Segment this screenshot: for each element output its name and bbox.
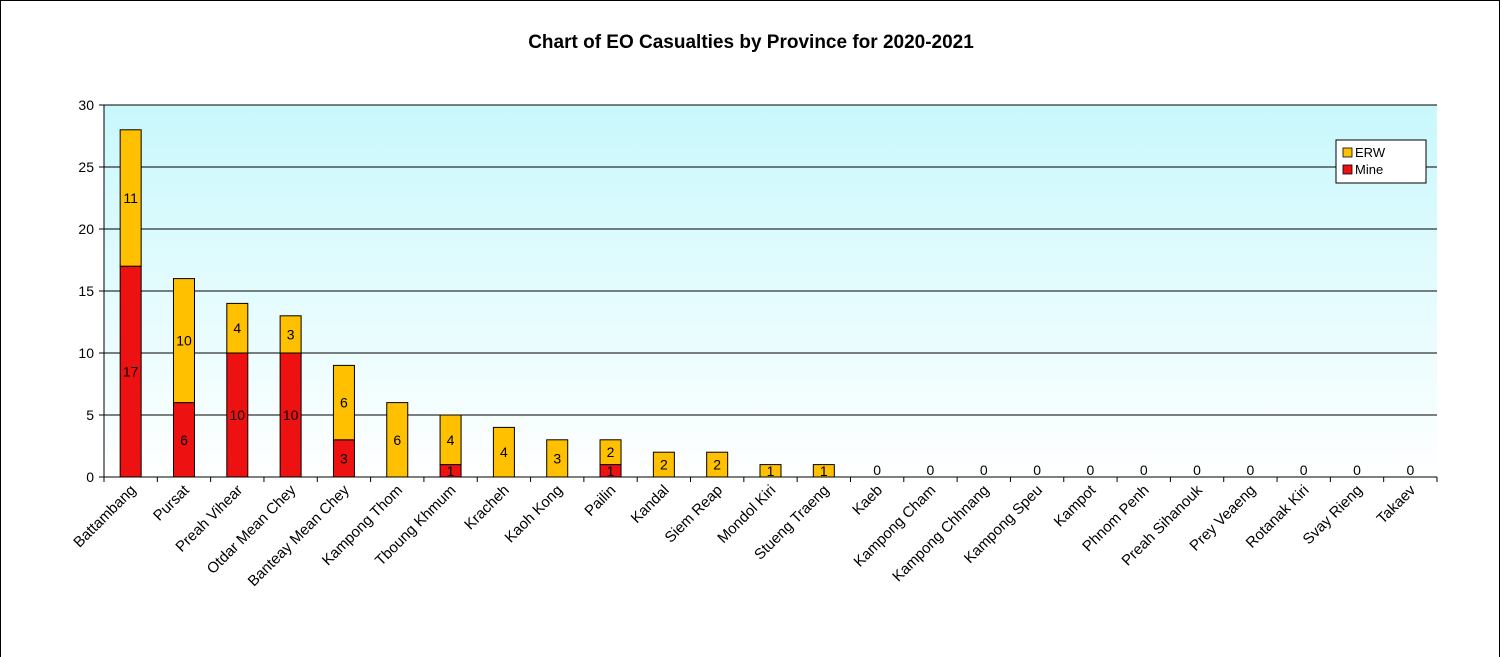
- erw-bar: [332, 364, 355, 441]
- erw-data-label: 2: [660, 457, 668, 473]
- erw-data-label: 1: [820, 463, 828, 479]
- zero-data-label: 0: [1193, 462, 1201, 478]
- x-tick-label: Takaev: [1374, 481, 1420, 527]
- erw-bar: [119, 129, 142, 267]
- y-tick-label: 20: [78, 221, 94, 237]
- erw-data-label: 3: [287, 326, 295, 342]
- erw-data-label: 4: [447, 432, 455, 448]
- zero-data-label: 0: [873, 462, 881, 478]
- y-tick-label: 25: [78, 159, 94, 175]
- x-tick-label: Kaoh Kong: [502, 482, 567, 547]
- erw-data-label: 4: [500, 444, 508, 460]
- mine-data-label: 1: [447, 463, 455, 479]
- erw-data-label: 4: [233, 320, 241, 336]
- erw-data-label: 1: [767, 463, 775, 479]
- zero-data-label: 0: [1033, 462, 1041, 478]
- x-tick-label: Kampong Chhnang: [889, 482, 992, 585]
- x-tick-label: Kaeb: [849, 482, 886, 519]
- x-tick-label: Kracheh: [461, 482, 513, 534]
- x-tick-label: Pursat: [150, 481, 193, 524]
- chart-title: Chart of EO Casualties by Province for 2…: [528, 32, 974, 53]
- zero-data-label: 0: [1140, 462, 1148, 478]
- y-tick-label: 10: [78, 345, 94, 361]
- mine-data-label: 17: [123, 364, 139, 380]
- x-tick-label: Battambang: [70, 482, 139, 551]
- y-tick-label: 0: [86, 469, 94, 485]
- zero-data-label: 0: [1406, 462, 1414, 478]
- y-tick-label: 15: [78, 283, 94, 299]
- zero-data-label: 0: [1246, 462, 1254, 478]
- y-tick-label: 30: [78, 97, 94, 113]
- legend-swatch: [1342, 147, 1353, 158]
- y-axis: 0 5 10 15 20 25 30: [78, 97, 105, 485]
- erw-bar: [599, 439, 622, 466]
- erw-data-label: 6: [393, 432, 401, 448]
- legend: ERW Mine: [1335, 139, 1427, 184]
- erw-data-label: 2: [713, 457, 721, 473]
- zero-data-label: 0: [1353, 462, 1361, 478]
- mine-data-label: 10: [230, 407, 246, 423]
- x-tick-label: Pailin: [581, 482, 619, 520]
- x-tick-label: Kandal: [628, 482, 673, 527]
- x-tick-label: Otdar Mean Chey: [204, 481, 300, 577]
- zero-data-label: 0: [927, 462, 935, 478]
- x-tick-label: Banteay Mean Chey: [245, 481, 353, 589]
- zero-data-label: 0: [980, 462, 988, 478]
- mine-data-label: 10: [283, 407, 299, 423]
- erw-bar: [172, 278, 195, 404]
- mine-data-label: 6: [180, 432, 188, 448]
- erw-bar: [226, 302, 249, 354]
- erw-data-label: 11: [123, 190, 138, 206]
- legend-label: Mine: [1355, 162, 1383, 177]
- erw-data-label: 3: [553, 450, 561, 466]
- y-tick-label: 5: [86, 407, 94, 423]
- erw-data-label: 6: [340, 395, 348, 411]
- erw-bar: [439, 414, 462, 466]
- erw-data-label: 10: [176, 333, 192, 349]
- zero-data-label: 0: [1087, 462, 1095, 478]
- erw-data-label: 2: [607, 444, 615, 460]
- mine-data-label: 1: [607, 463, 615, 479]
- legend-box: [1335, 139, 1427, 184]
- gridlines: [104, 104, 1437, 416]
- legend-swatch: [1342, 164, 1353, 175]
- x-tick-label: Kampot: [1051, 481, 1100, 530]
- zero-data-label: 0: [1300, 462, 1308, 478]
- erw-bar: [279, 315, 302, 354]
- mine-data-label: 3: [340, 450, 348, 466]
- legend-label: ERW: [1355, 145, 1386, 160]
